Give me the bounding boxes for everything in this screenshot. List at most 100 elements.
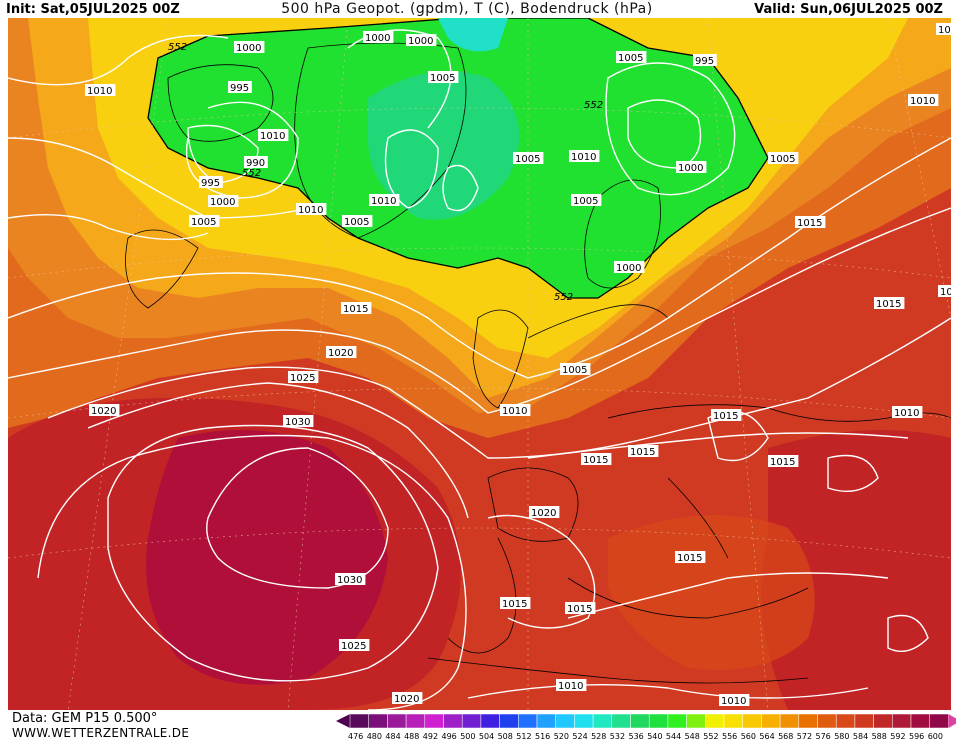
colorbar-tick-label: 520 (554, 732, 569, 740)
isobar-label: 1010 (569, 150, 600, 163)
isobar-label-text: 1000 (616, 263, 641, 274)
colorbar-swatch (387, 713, 407, 729)
isobar-label: 1005 (768, 152, 799, 165)
isobars (8, 29, 951, 710)
colorbar-tick-label: 480 (367, 732, 382, 740)
colorbar-tick-label: 544 (666, 732, 681, 740)
colorbar-tick-label: 592 (890, 732, 905, 740)
isobar-label: 1015 (628, 445, 659, 458)
isobar-label: 1025 (288, 371, 319, 384)
init-time-label: Init: Sat,05JUL2025 00Z (6, 1, 180, 17)
isobar-label: 1000 (406, 34, 437, 47)
colorbar-swatch (611, 713, 631, 729)
colorbar-swatch (873, 713, 893, 729)
colorbar-swatch (761, 713, 781, 729)
colorbar-swatch (424, 713, 444, 729)
colorbar-tick-label: 516 (535, 732, 550, 740)
isobar-label: 1000 (676, 161, 707, 174)
colorbar-arrow-left (336, 714, 350, 728)
isobar-label: 1010 (556, 679, 587, 692)
footer-bar: Data: GEM P15 0.500° WWW.WETTERZENTRALE.… (0, 710, 959, 741)
contour-552-label: 552 (168, 42, 187, 53)
isobar-label-text: 1005 (562, 365, 587, 376)
data-source-label: Data: GEM P15 0.500° (12, 711, 158, 726)
isobar-label-text: 1030 (337, 575, 362, 586)
isobar-label-text: 1005 (430, 73, 455, 84)
isobar-label: 1000 (234, 41, 265, 54)
colorbar-swatch (368, 713, 388, 729)
colorbar-tick-label: 524 (572, 732, 587, 740)
colorbar-swatch (854, 713, 874, 729)
colorbar-swatch (480, 713, 500, 729)
isobar-label-text: 1005 (770, 154, 795, 165)
colorbar-tick-label: 512 (516, 732, 531, 740)
colorbar-swatch (817, 713, 837, 729)
colorbar-swatch (667, 713, 687, 729)
colorbar-swatch (499, 713, 519, 729)
isobar-label: 1015 (565, 602, 596, 615)
colorbar-tick-label: 532 (610, 732, 625, 740)
colorbar-tick-label: 588 (872, 732, 887, 740)
isobar-label-text: 1030 (285, 417, 310, 428)
isobar-label-text: 1015 (502, 599, 527, 610)
isobar-label-text: 995 (230, 83, 249, 94)
isobar-label: 995 (693, 54, 717, 67)
isobar-label: 1020 (392, 692, 423, 705)
isobar-label: 1010 (719, 694, 750, 707)
isobar-label-text: 1000 (210, 197, 235, 208)
isobar-label-text: 1010 (721, 696, 746, 707)
isobar-label: 1020 (529, 506, 560, 519)
colorbar-tick-label: 556 (722, 732, 737, 740)
isobar-label: 1015 (341, 302, 372, 315)
isobar-label: 1020 (89, 404, 120, 417)
colorbar-tick-label: 528 (591, 732, 606, 740)
chart-title: 500 hPa Geopot. (gpdm), T (C), Bodendruc… (281, 1, 653, 17)
colorbar-tick-label: 536 (629, 732, 644, 740)
isobar-label: 1030 (335, 573, 366, 586)
colorbar-swatch (592, 713, 613, 729)
mediterranean-area (608, 515, 815, 670)
colorbar-swatch (705, 713, 725, 729)
colorbar-tick-label: 484 (385, 732, 400, 740)
isobar-label: 1010 (892, 406, 923, 419)
colorbar-tick-label: 492 (423, 732, 438, 740)
isobar-label-text: 1020 (328, 348, 353, 359)
colorbar-tick-label: 476 (348, 732, 363, 740)
high-pressure-core (146, 430, 388, 685)
contour-552-label: 552 (242, 168, 261, 179)
isobar-label: 1015 (500, 597, 531, 610)
colorbar-swatch (461, 713, 482, 729)
isobar-label-text: 1005 (573, 196, 598, 207)
colorbar-swatch (835, 713, 856, 729)
isobar-label: 1010 (296, 203, 327, 216)
isobar-label-text: 1020 (394, 694, 419, 705)
colorbar-swatch (686, 713, 706, 729)
colorbar-tick-label: 540 (647, 732, 662, 740)
colorbar-swatch (555, 713, 575, 729)
isobar-label-text: 1015 (630, 447, 655, 458)
isobar-label: 990 (244, 156, 268, 169)
isobar-label-text: 1010 (371, 196, 396, 207)
colorbar-tick-label: 572 (797, 732, 812, 740)
isobar-label: 1010 (369, 194, 400, 207)
weather-map: 552 552 552 552 1000 1000 1000 1005 995 1005 995 1… (8, 18, 951, 710)
isobar-label: 1000 (363, 31, 394, 44)
isobar-label-text: 1015 (677, 553, 702, 564)
isobar-label: 1005 (571, 194, 602, 207)
isobar-label: 1010 (258, 129, 289, 142)
isobar-label: 1005 (428, 71, 459, 84)
isobar-label-text: 1025 (341, 641, 366, 652)
isobar-label-text: 101 (940, 287, 951, 298)
isobar-label: 1015 (874, 297, 905, 310)
colorbar-tick-label: 488 (404, 732, 419, 740)
isobar-label-text: 1015 (876, 299, 901, 310)
graticule (8, 18, 951, 710)
isobar-label: 1000 (208, 195, 239, 208)
isobar-label-text: 1010 (910, 96, 935, 107)
isobar-label: 1005 (513, 152, 544, 165)
isobar-label: 1005 (189, 215, 220, 228)
isobar-label: 101 (938, 285, 951, 298)
isobar-label-text: 1015 (567, 604, 592, 615)
isobar-label-text: 1010 (571, 152, 596, 163)
